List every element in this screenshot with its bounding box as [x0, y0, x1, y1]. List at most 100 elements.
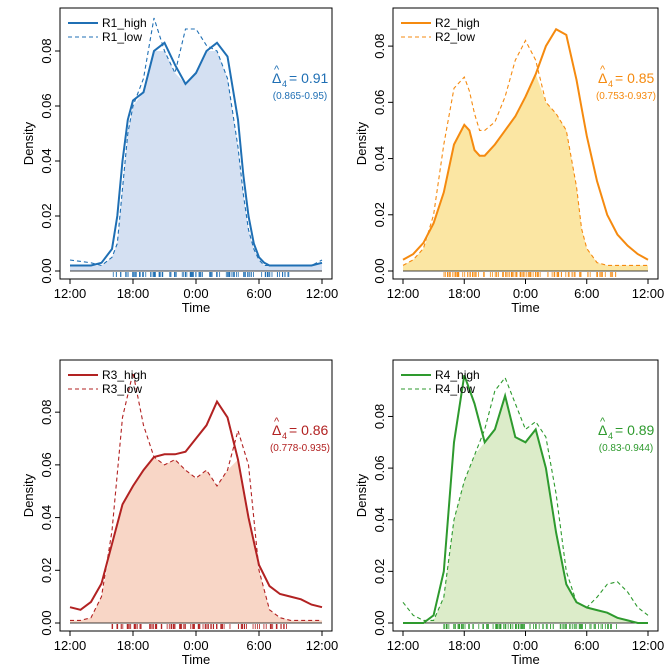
overlap-value: = 0.86 [289, 422, 329, 438]
x-axis-label: Time [182, 300, 210, 315]
x-tick-label: 12:00 [306, 286, 339, 301]
overlap-area [403, 74, 648, 271]
overlap-subscript: 4 [282, 431, 287, 441]
legend-label: R2_high [435, 16, 480, 30]
y-tick-label: 0.08 [372, 404, 387, 429]
series-line-R3_high [69, 399, 323, 611]
x-tick-label: 6:00 [574, 286, 599, 301]
y-tick-label: 0.06 [372, 90, 387, 115]
y-tick-label: 0.00 [372, 258, 387, 283]
y-tick-label: 0.06 [39, 452, 54, 477]
y-axis-label: Density [21, 121, 36, 165]
series-line-R2_high [402, 27, 649, 261]
overlap-subscript: 4 [608, 79, 613, 89]
rug-marks [443, 272, 617, 277]
panel-1: 12:00 18:00 0:00 6:00 12:00 Time 0.00 0.02 0.04 0… [21, 7, 339, 315]
rug-marks [112, 272, 290, 277]
y-tick-label: 0.08 [39, 400, 54, 425]
legend-label: R4_low [435, 382, 475, 396]
x-tick-label: 12:00 [387, 638, 420, 653]
hat-mark: ^ [274, 416, 280, 428]
x-tick-label: 0:00 [183, 286, 208, 301]
x-axis-label: Time [182, 652, 210, 667]
overlap-annotation: ^Δ 4 = 0.91 (0.865-0.95) [272, 64, 329, 102]
y-tick-label: 0.00 [39, 258, 54, 283]
y-tick-label: 0.00 [372, 610, 387, 635]
series-line-R4_high [403, 374, 648, 624]
x-tick-label: 6:00 [574, 638, 599, 653]
x-tick-label: 12:00 [54, 638, 87, 653]
y-tick-label: 0.02 [372, 202, 387, 227]
x-tick-label: 18:00 [448, 638, 481, 653]
x-tick-label: 18:00 [117, 638, 150, 653]
legend-label: R3_low [102, 382, 142, 396]
panel-4: 12:00 18:00 0:00 6:00 12:00 Time 0.00 0.02 0.04 0… [354, 359, 665, 667]
legend-label: R4_high [435, 368, 480, 382]
y-axis-label: Density [354, 121, 369, 165]
overlap-ci: (0.778-0.935) [270, 443, 330, 454]
x-tick-label: 12:00 [306, 638, 339, 653]
legend-label: R3_high [102, 368, 147, 382]
overlap-ci: (0.865-0.95) [273, 91, 327, 102]
overlap-area [70, 457, 322, 623]
legend-label: R1_high [102, 16, 147, 30]
x-tick-label: 0:00 [183, 638, 208, 653]
series-line-R4_low [402, 376, 649, 621]
legend-label: R2_low [435, 30, 475, 44]
rug-marks [443, 624, 617, 629]
y-tick-label: 0.04 [372, 507, 387, 532]
overlap-symbol: Δ [272, 422, 281, 438]
x-axis-label: Time [511, 300, 539, 315]
overlap-subscript: 4 [608, 431, 613, 441]
overlap-value: = 0.85 [615, 70, 655, 86]
x-tick-label: 12:00 [632, 286, 665, 301]
x-tick-label: 18:00 [117, 286, 150, 301]
hat-mark: ^ [274, 64, 280, 76]
panel-2: 12:00 18:00 0:00 6:00 12:00 Time 0.00 0.02 0.04 0… [354, 7, 665, 315]
series-line-R1_low [69, 17, 323, 267]
panel-3: 12:00 18:00 0:00 6:00 12:00 Time 0.00 0.02 0.04 0… [21, 359, 339, 667]
overlap-value: = 0.91 [289, 70, 329, 86]
series-line-R2_low [402, 39, 648, 266]
y-tick-label: 0.06 [372, 455, 387, 480]
x-tick-label: 0:00 [513, 638, 538, 653]
y-tick-label: 0.08 [39, 38, 54, 63]
overlap-symbol: Δ [272, 70, 281, 86]
overlap-value: = 0.89 [615, 422, 655, 438]
overlap-symbol: Δ [598, 422, 607, 438]
x-axis-label: Time [511, 652, 539, 667]
overlap-ci: (0.753-0.937) [596, 91, 656, 102]
hat-mark: ^ [600, 64, 606, 76]
y-tick-label: 0.02 [372, 559, 387, 584]
y-tick-label: 0.04 [372, 146, 387, 171]
x-tick-label: 12:00 [54, 286, 87, 301]
overlap-annotation: ^Δ 4 = 0.86 (0.778-0.935) [270, 416, 330, 454]
legend-label: R1_low [102, 30, 142, 44]
x-tick-label: 6:00 [246, 638, 271, 653]
y-tick-label: 0.00 [39, 610, 54, 635]
overlap-area [403, 395, 648, 623]
y-tick-label: 0.04 [39, 505, 54, 530]
x-tick-label: 12:00 [387, 286, 420, 301]
overlap-annotation: ^Δ 4 = 0.85 (0.753-0.937) [596, 64, 656, 102]
x-tick-label: 12:00 [632, 638, 665, 653]
y-axis-label: Density [354, 473, 369, 517]
hat-mark: ^ [600, 416, 606, 428]
y-tick-label: 0.08 [372, 33, 387, 58]
overlap-annotation: ^Δ 4 = 0.89 (0.83-0.944) [598, 416, 655, 454]
x-tick-label: 0:00 [513, 286, 538, 301]
overlap-subscript: 4 [282, 79, 287, 89]
y-tick-label: 0.02 [39, 203, 54, 228]
y-axis-label: Density [21, 473, 36, 517]
rug-marks [111, 624, 287, 629]
y-tick-label: 0.02 [39, 558, 54, 583]
y-tick-label: 0.06 [39, 93, 54, 118]
y-tick-label: 0.04 [39, 148, 54, 173]
overlap-ci: (0.83-0.944) [599, 443, 653, 454]
overlap-symbol: Δ [598, 70, 607, 86]
